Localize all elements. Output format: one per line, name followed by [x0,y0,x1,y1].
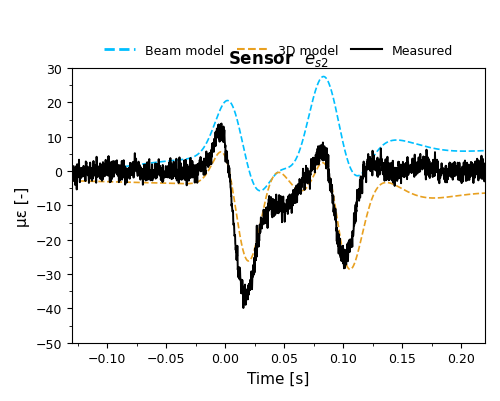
Beam model [270,176,276,180]
3D model [270,175,276,180]
3D model [482,191,488,196]
Beam model [470,149,476,154]
Measured [259,219,265,223]
Beam model [69,169,75,174]
X-axis label: Time [s]: Time [s] [247,371,310,386]
Y-axis label: με [-]: με [-] [15,186,30,226]
3D model [90,180,96,184]
Beam model [257,189,263,194]
Title: Sensor  $e_{s2}$: Sensor $e_{s2}$ [228,49,328,68]
Legend: Beam model, 3D model, Measured: Beam model, 3D model, Measured [98,40,458,63]
Beam model [470,149,476,154]
3D model [259,214,265,219]
3D model [69,179,75,184]
3D model [394,184,400,189]
Measured [90,176,96,181]
Measured [270,204,276,209]
Line: Beam model: Beam model [72,77,485,191]
Line: Measured: Measured [72,124,485,308]
Beam model [394,138,400,143]
Beam model [320,75,326,80]
Measured [240,306,246,311]
Beam model [259,188,265,193]
Line: 3D model: 3D model [72,152,485,270]
3D model [470,192,476,197]
Measured [482,170,488,175]
Measured [218,122,224,127]
Measured [394,176,400,181]
Beam model [482,149,488,154]
Beam model [90,168,96,173]
3D model [470,192,476,197]
Measured [470,181,476,186]
Measured [69,170,75,175]
Measured [470,172,476,177]
3D model [218,150,224,155]
3D model [347,267,353,272]
